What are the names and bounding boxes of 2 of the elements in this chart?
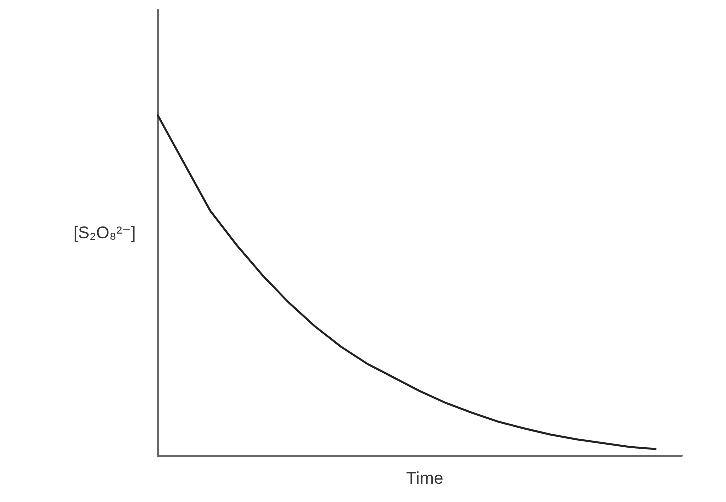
y-axis-title: [S₂O₈²⁻] <box>74 224 136 242</box>
x-axis-title: Time <box>406 469 444 488</box>
